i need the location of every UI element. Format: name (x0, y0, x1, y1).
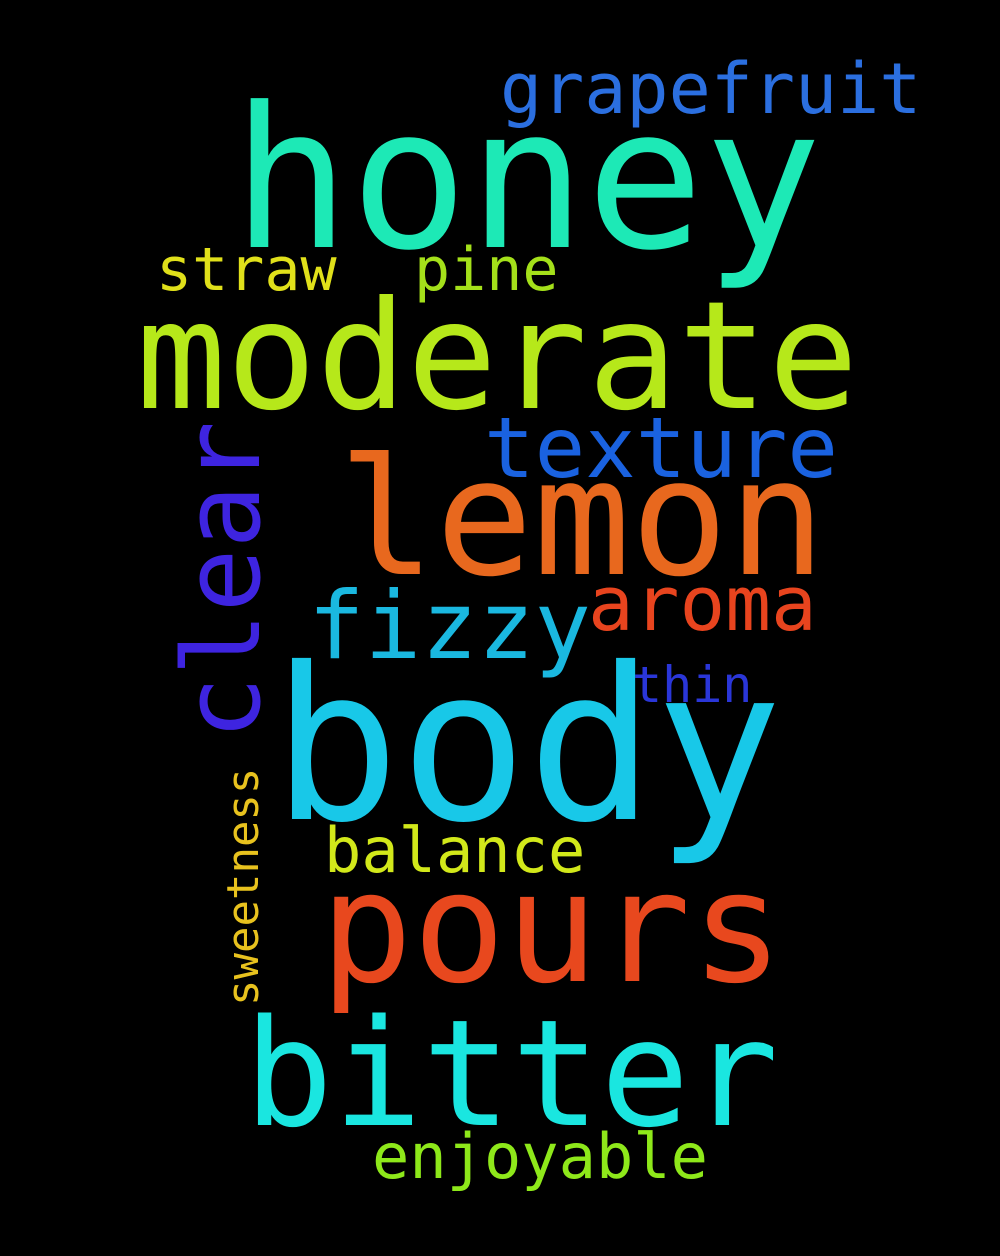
word-body: body (272, 622, 783, 869)
word-clear: clear (161, 420, 284, 740)
word-fizzy: fizzy (308, 572, 591, 681)
word-aroma: aroma (588, 559, 817, 648)
word-pours: pours (320, 839, 784, 1018)
word-grapefruit: grapefruit (500, 48, 922, 130)
word-balance: balance (324, 814, 586, 887)
word-pine: pine (414, 235, 559, 305)
word-moderate: moderate (136, 270, 859, 444)
word-texture: texture (484, 399, 839, 497)
word-thin: thin (632, 656, 753, 714)
word-straw: straw (156, 235, 337, 305)
word-bitter: bitter (244, 988, 779, 1160)
word-lemon: lemon (338, 425, 826, 613)
word-sweetness: sweetness (218, 767, 269, 1006)
word-honey: honey (232, 66, 823, 294)
word-enjoyable: enjoyable (372, 1120, 708, 1193)
